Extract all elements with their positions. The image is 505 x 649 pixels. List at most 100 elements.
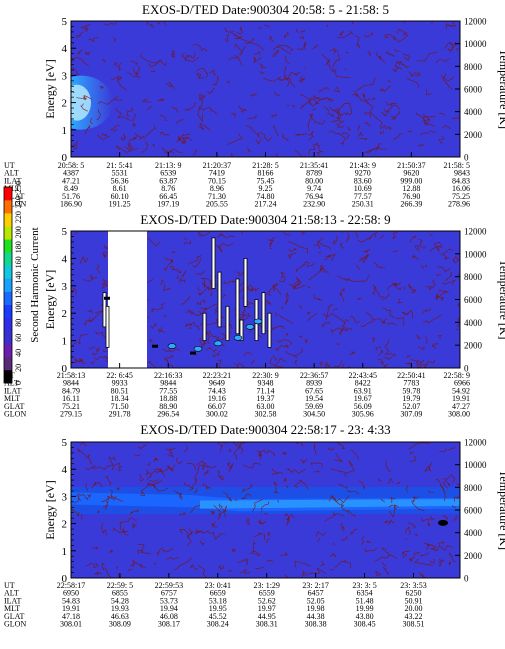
contour-line xyxy=(138,474,145,482)
contour-line xyxy=(416,334,421,340)
contour-line xyxy=(207,531,214,534)
ephemeris-value: 8789 xyxy=(306,169,322,178)
contour-line xyxy=(186,52,196,59)
contour-line xyxy=(98,459,114,471)
contour-line xyxy=(395,317,405,327)
contour-line xyxy=(140,480,162,492)
y2-tick-label: 10000 xyxy=(464,249,487,259)
contour-line xyxy=(288,241,308,254)
contour-line xyxy=(197,106,203,123)
contour-line xyxy=(228,569,232,572)
contour-line xyxy=(330,494,345,509)
contour-line xyxy=(388,504,394,508)
contour-line xyxy=(329,568,334,572)
contour-line xyxy=(341,363,345,368)
ephemeris-value: 19.94 xyxy=(160,604,178,613)
contour-line xyxy=(346,51,349,54)
contour-line xyxy=(256,449,266,454)
contour-line xyxy=(186,528,193,539)
contour-line xyxy=(319,361,323,366)
contour-line xyxy=(356,264,361,270)
contour-line xyxy=(186,309,198,316)
colorbar-tick-label: 160 xyxy=(14,256,23,268)
contour-line xyxy=(205,486,208,490)
contour-line xyxy=(449,552,457,562)
ephemeris-value: 22:58: 9 xyxy=(444,371,470,380)
contour-line xyxy=(410,359,425,363)
ephemeris-value: 47.27 xyxy=(452,402,470,411)
contour-line xyxy=(304,338,308,344)
contour-line xyxy=(440,484,446,502)
contour-line xyxy=(414,74,422,77)
contour-line xyxy=(272,49,280,57)
contour-line xyxy=(124,138,135,151)
contour-line xyxy=(316,237,323,246)
contour-line xyxy=(347,489,360,495)
contour-line xyxy=(313,443,317,455)
contour-line xyxy=(313,294,322,301)
contour-line xyxy=(355,35,361,49)
ephemeris-value: 84.83 xyxy=(452,176,470,185)
contour-line xyxy=(382,293,390,300)
contour-line xyxy=(409,456,417,463)
contour-line xyxy=(95,563,100,567)
contour-line xyxy=(438,135,444,144)
contour-line xyxy=(211,109,217,115)
contour-line xyxy=(330,49,336,55)
contour-line xyxy=(199,307,208,315)
ephemeris-value: 20:58: 5 xyxy=(58,161,84,170)
ephemeris-value: 9843 xyxy=(454,169,470,178)
spike-feature xyxy=(211,237,216,289)
contour-line xyxy=(214,307,218,314)
contour-line xyxy=(338,483,348,489)
colorbar-segment xyxy=(4,187,12,201)
contour-line xyxy=(448,560,452,567)
ephemeris-value: 250.31 xyxy=(352,200,374,209)
contour-line xyxy=(100,522,107,536)
contour-line xyxy=(234,55,243,66)
y2-tick-label: 8000 xyxy=(464,62,483,72)
ephemeris-value: 308.45 xyxy=(354,620,376,629)
ephemeris-value: 21:28: 5 xyxy=(252,161,278,170)
contour-line xyxy=(314,470,320,473)
contour-line xyxy=(134,132,145,141)
ephemeris-value: 22:59:53 xyxy=(155,581,183,590)
contour-line xyxy=(438,541,445,545)
contour-line xyxy=(377,359,389,368)
contour-line xyxy=(435,478,446,493)
contour-line xyxy=(76,448,87,456)
contour-line xyxy=(407,130,413,133)
contour-line xyxy=(298,263,306,270)
ephemeris-value: 19.98 xyxy=(307,604,325,613)
contour-line xyxy=(266,559,273,563)
contour-line xyxy=(341,318,350,327)
y-tick-label: 0 xyxy=(62,363,68,375)
contour-line xyxy=(252,541,260,557)
contour-line xyxy=(331,53,341,68)
y2-axis-label: Temperature [K] xyxy=(497,49,505,129)
contour-line xyxy=(407,522,416,529)
contour-line xyxy=(169,266,175,271)
contour-line xyxy=(115,145,138,153)
contour-line xyxy=(381,561,387,567)
contour-line xyxy=(253,56,262,63)
contour-line xyxy=(401,310,413,319)
contour-line xyxy=(441,474,455,483)
ephemeris-value: 6250 xyxy=(406,589,422,598)
contour-line xyxy=(313,94,320,100)
ephemeris-value: 197.19 xyxy=(157,200,179,209)
contour-line xyxy=(181,270,187,278)
cyan-blob xyxy=(193,346,203,352)
contour-line xyxy=(163,257,174,264)
ephemeris-value: 88.90 xyxy=(159,402,177,411)
contour-line xyxy=(349,315,361,324)
spike-feature xyxy=(225,305,230,342)
contour-line xyxy=(422,314,442,324)
contour-line xyxy=(366,540,371,543)
ephemeris-value: 232.90 xyxy=(303,200,325,209)
contour-line xyxy=(371,336,375,343)
contour-line xyxy=(132,122,136,127)
contour-line xyxy=(83,95,93,100)
contour-line xyxy=(310,462,324,468)
spike-feature xyxy=(235,278,240,335)
